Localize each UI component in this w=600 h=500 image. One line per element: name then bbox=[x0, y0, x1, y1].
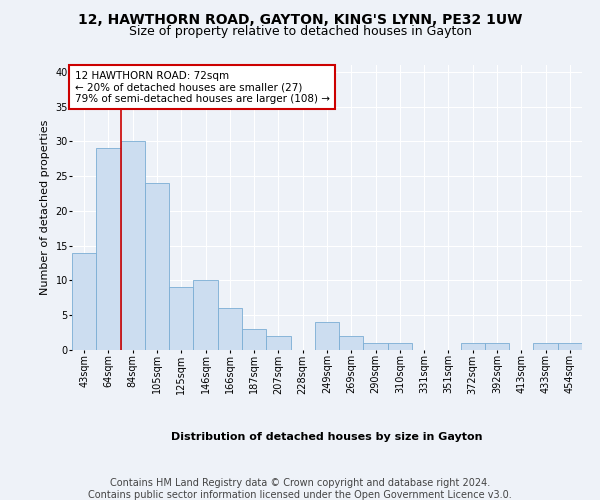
Bar bbox=[121, 142, 145, 350]
Bar bbox=[339, 336, 364, 350]
Bar bbox=[364, 343, 388, 350]
Text: Contains public sector information licensed under the Open Government Licence v3: Contains public sector information licen… bbox=[88, 490, 512, 500]
Bar bbox=[169, 288, 193, 350]
Text: Size of property relative to detached houses in Gayton: Size of property relative to detached ho… bbox=[128, 25, 472, 38]
Text: Contains HM Land Registry data © Crown copyright and database right 2024.: Contains HM Land Registry data © Crown c… bbox=[110, 478, 490, 488]
Bar bbox=[96, 148, 121, 350]
Bar bbox=[266, 336, 290, 350]
Bar bbox=[193, 280, 218, 350]
Bar bbox=[533, 343, 558, 350]
Bar bbox=[388, 343, 412, 350]
Text: 12 HAWTHORN ROAD: 72sqm
← 20% of detached houses are smaller (27)
79% of semi-de: 12 HAWTHORN ROAD: 72sqm ← 20% of detache… bbox=[74, 70, 329, 104]
Text: 12, HAWTHORN ROAD, GAYTON, KING'S LYNN, PE32 1UW: 12, HAWTHORN ROAD, GAYTON, KING'S LYNN, … bbox=[78, 12, 522, 26]
Bar bbox=[218, 308, 242, 350]
Y-axis label: Number of detached properties: Number of detached properties bbox=[40, 120, 50, 295]
Bar bbox=[242, 329, 266, 350]
X-axis label: Distribution of detached houses by size in Gayton: Distribution of detached houses by size … bbox=[171, 432, 483, 442]
Bar bbox=[72, 252, 96, 350]
Bar bbox=[315, 322, 339, 350]
Bar bbox=[461, 343, 485, 350]
Bar bbox=[485, 343, 509, 350]
Bar bbox=[145, 183, 169, 350]
Bar bbox=[558, 343, 582, 350]
